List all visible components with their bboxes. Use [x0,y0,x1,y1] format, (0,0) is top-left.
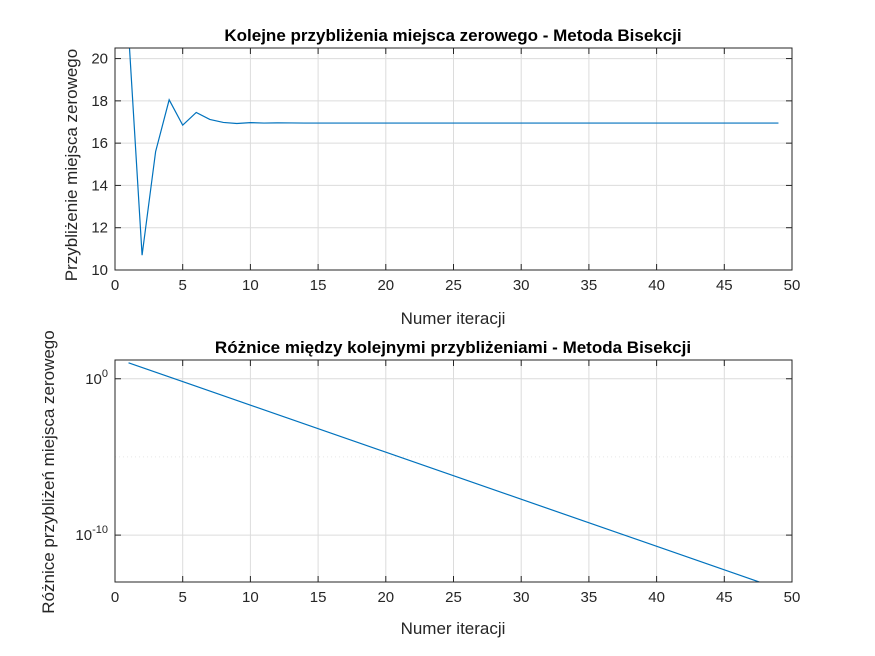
x-tick-label: 35 [581,589,598,606]
y-tick-label: 12 [91,220,108,237]
x-tick-label: 10 [242,277,259,294]
y-tick-label: 16 [91,135,108,152]
bottom-data [128,362,762,582]
x-tick-label: 50 [784,589,801,606]
x-tick-label: 20 [377,277,394,294]
y-tick-label: 20 [91,51,108,68]
y-tick-label: 18 [91,93,108,110]
top-grid [115,48,792,271]
x-tick-label: 5 [179,589,187,606]
x-tick-label: 5 [179,277,187,294]
bottom-x-axis-label: Numer iteracji [401,619,506,638]
x-tick-label: 0 [111,277,119,294]
y-tick-label: 10 [91,262,108,279]
x-tick-label: 0 [111,589,119,606]
x-tick-label: 45 [716,589,733,606]
x-tick-label: 40 [648,589,665,606]
x-tick-label: 10 [242,589,259,606]
x-tick-label: 15 [310,589,327,606]
bottom-grid [115,360,792,582]
x-tick-label: 30 [513,589,530,606]
x-tick-label: 50 [784,277,801,294]
x-tick-label: 35 [581,277,598,294]
x-tick-label: 20 [377,589,394,606]
series-line [128,362,762,582]
x-tick-label: 40 [648,277,665,294]
top-data [128,48,779,256]
x-tick-label: 30 [513,277,530,294]
x-tick-label: 25 [445,589,462,606]
x-tick-label: 45 [716,277,733,294]
top-chart-title: Kolejne przybliżenia miejsca zerowego - … [224,26,681,45]
top-y-axis-label: Przybliżenie miejsca zerowego [62,49,81,281]
bottom-chart-title: Różnice między kolejnymi przybliżeniami … [215,338,691,357]
x-tick-label: 15 [310,277,327,294]
bottom-y-axis-label: Różnice przybliżeń miejsca zerowego [39,330,58,613]
top-x-axis-label: Numer iteracji [401,309,506,328]
series-line [128,48,779,256]
y-tick-label: 14 [91,177,108,194]
x-tick-label: 25 [445,277,462,294]
top-axes: 0 5 10 15 20 25 30 35 40 45 50 10 12 14 16 18 20 Kolejne… [62,26,800,328]
top-tick-labels: 0 5 10 15 20 25 30 35 40 45 50 10 12 14 16 18 20 [91,48,800,294]
